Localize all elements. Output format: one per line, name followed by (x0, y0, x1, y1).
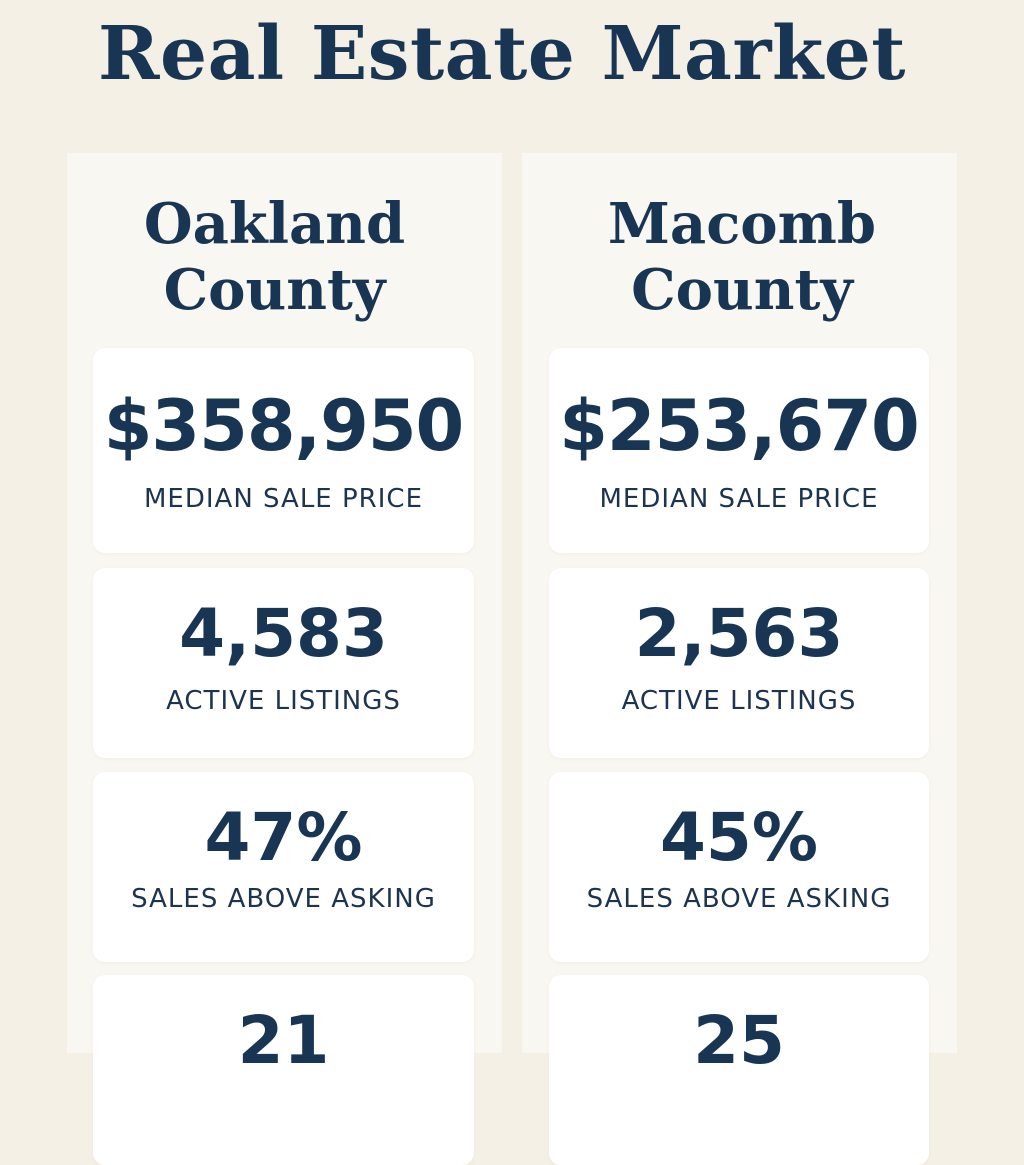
stat-label: SALES ABOVE ASKING (586, 884, 892, 914)
county-name-line1: Oakland (143, 191, 406, 257)
county-name-line2: County (631, 257, 853, 323)
median-sale-price-card: $358,950 MEDIAN SALE PRICE (93, 348, 474, 553)
stat-value: 25 (693, 1002, 785, 1079)
stat-value: 47% (204, 799, 363, 876)
page-title: Real Estate Market (97, 11, 906, 97)
stat-label: ACTIVE LISTINGS (166, 686, 401, 716)
median-sale-price-card: $253,670 MEDIAN SALE PRICE (549, 348, 929, 553)
sales-above-asking-card: 47% SALES ABOVE ASKING (93, 772, 474, 962)
stat-card-partial: 25 (549, 975, 929, 1165)
stat-value: $253,670 (559, 385, 920, 467)
stat-value: 21 (237, 1002, 330, 1079)
county-name: Macomb County (522, 191, 957, 323)
macomb-county-panel: Macomb County $253,670 MEDIAN SALE PRICE … (522, 153, 957, 1165)
county-name-line2: County (163, 257, 386, 323)
stat-value: 45% (660, 799, 818, 876)
stat-value: 4,583 (179, 595, 388, 672)
county-name-line1: Macomb (607, 191, 877, 257)
stat-value: 2,563 (634, 595, 844, 672)
active-listings-card: 4,583 ACTIVE LISTINGS (93, 568, 474, 758)
stat-label: MEDIAN SALE PRICE (599, 484, 879, 514)
active-listings-card: 2,563 ACTIVE LISTINGS (549, 568, 929, 758)
sales-above-asking-card: 45% SALES ABOVE ASKING (549, 772, 929, 962)
county-name: Oakland County (67, 191, 502, 323)
stat-label: ACTIVE LISTINGS (621, 686, 857, 716)
stat-label: SALES ABOVE ASKING (131, 884, 436, 914)
stat-card-partial: 21 (93, 975, 474, 1165)
oakland-county-panel: Oakland County $358,950 MEDIAN SALE PRICE… (67, 153, 502, 1165)
stat-value: $358,950 (103, 385, 465, 467)
stat-label: MEDIAN SALE PRICE (144, 484, 423, 514)
